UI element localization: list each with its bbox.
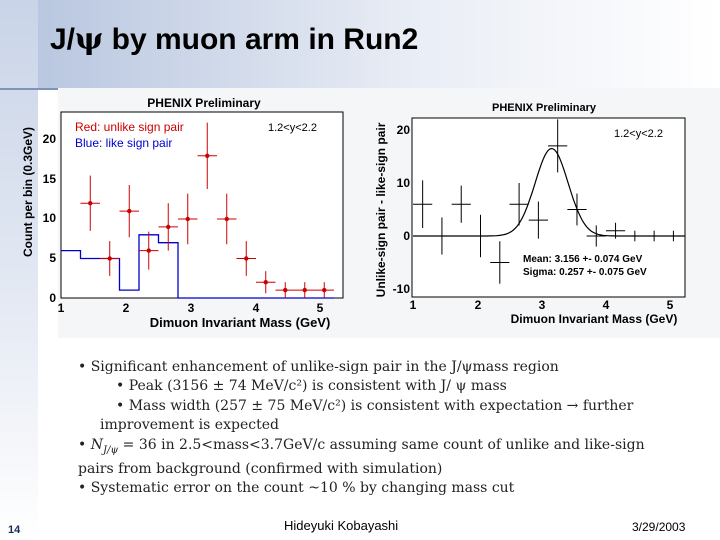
unlike-point [166, 224, 171, 230]
chart1-frame [60, 111, 344, 299]
bullet-count: • NJ/ψ = 36 in 2.5<mass<3.7GeV/c assumin… [78, 436, 645, 456]
chart1-xlabel: Dimuon Invariant Mass (GeV) [150, 315, 331, 330]
bullet-count-cont: pairs from background (confirmed with si… [78, 460, 443, 477]
chart1-ylabel: Count per bin (0.3GeV) [21, 127, 35, 257]
chart1-xtick-4: 4 [253, 301, 260, 315]
bullet-list: • Significant enhancement of unlike-sign… [78, 358, 678, 499]
chart1-ytick-10: 10 [43, 211, 57, 225]
bullet-width-cont: improvement is expected [100, 417, 279, 434]
chart1-ytick-5: 5 [49, 251, 56, 265]
date: 3/29/2003 [632, 520, 686, 534]
chart1-xtick-3: 3 [188, 301, 195, 315]
chart1-xtick-2: 2 [123, 301, 130, 315]
unlike-point [146, 248, 151, 253]
unlike-point [283, 287, 288, 293]
slide-title: J/ψ by muon arm in Run2 [50, 22, 419, 57]
unlike-point [322, 287, 327, 293]
chart1-title: PHENIX Preliminary [147, 96, 261, 110]
chart1-ytick-20: 20 [43, 132, 57, 146]
chart1-xtick-5: 5 [317, 301, 324, 315]
left-decor-bar [0, 0, 38, 540]
unlike-point [127, 208, 132, 214]
author: Hideyuki Kobayashi [284, 518, 399, 533]
bullet-width: • Mass width (257 ± 75 MeV/c²) is consis… [116, 397, 634, 414]
chart1-ytick-0: 0 [49, 291, 56, 305]
unlike-point [263, 280, 268, 285]
unlike-point [302, 287, 307, 293]
title-decor-bar [38, 0, 720, 88]
page-number: 14 [8, 524, 21, 536]
unlike-point [224, 216, 229, 222]
unlike-point [107, 256, 112, 261]
bullet-enhancement: • Significant enhancement of unlike-sign… [78, 359, 559, 375]
bullet-peak: • Peak (3156 ± 74 MeV/c²) is consistent … [116, 378, 507, 395]
unlike-point [185, 216, 190, 222]
chart1-legend-like: Blue: like sign pair [75, 136, 172, 150]
unlike-point [205, 153, 210, 158]
chart1-ytick-15: 15 [43, 172, 57, 186]
bullet-systematic: • Systematic error on the count ~10 % by… [78, 480, 515, 497]
chart1-rapidity-annotation: 1.2<y<2.2 [268, 122, 317, 134]
unlike-point [244, 256, 249, 261]
unlike-point [88, 201, 93, 206]
chart1-xtick-1: 1 [58, 301, 65, 315]
chart1-legend-unlike: Red: unlike sign pair [75, 120, 184, 134]
